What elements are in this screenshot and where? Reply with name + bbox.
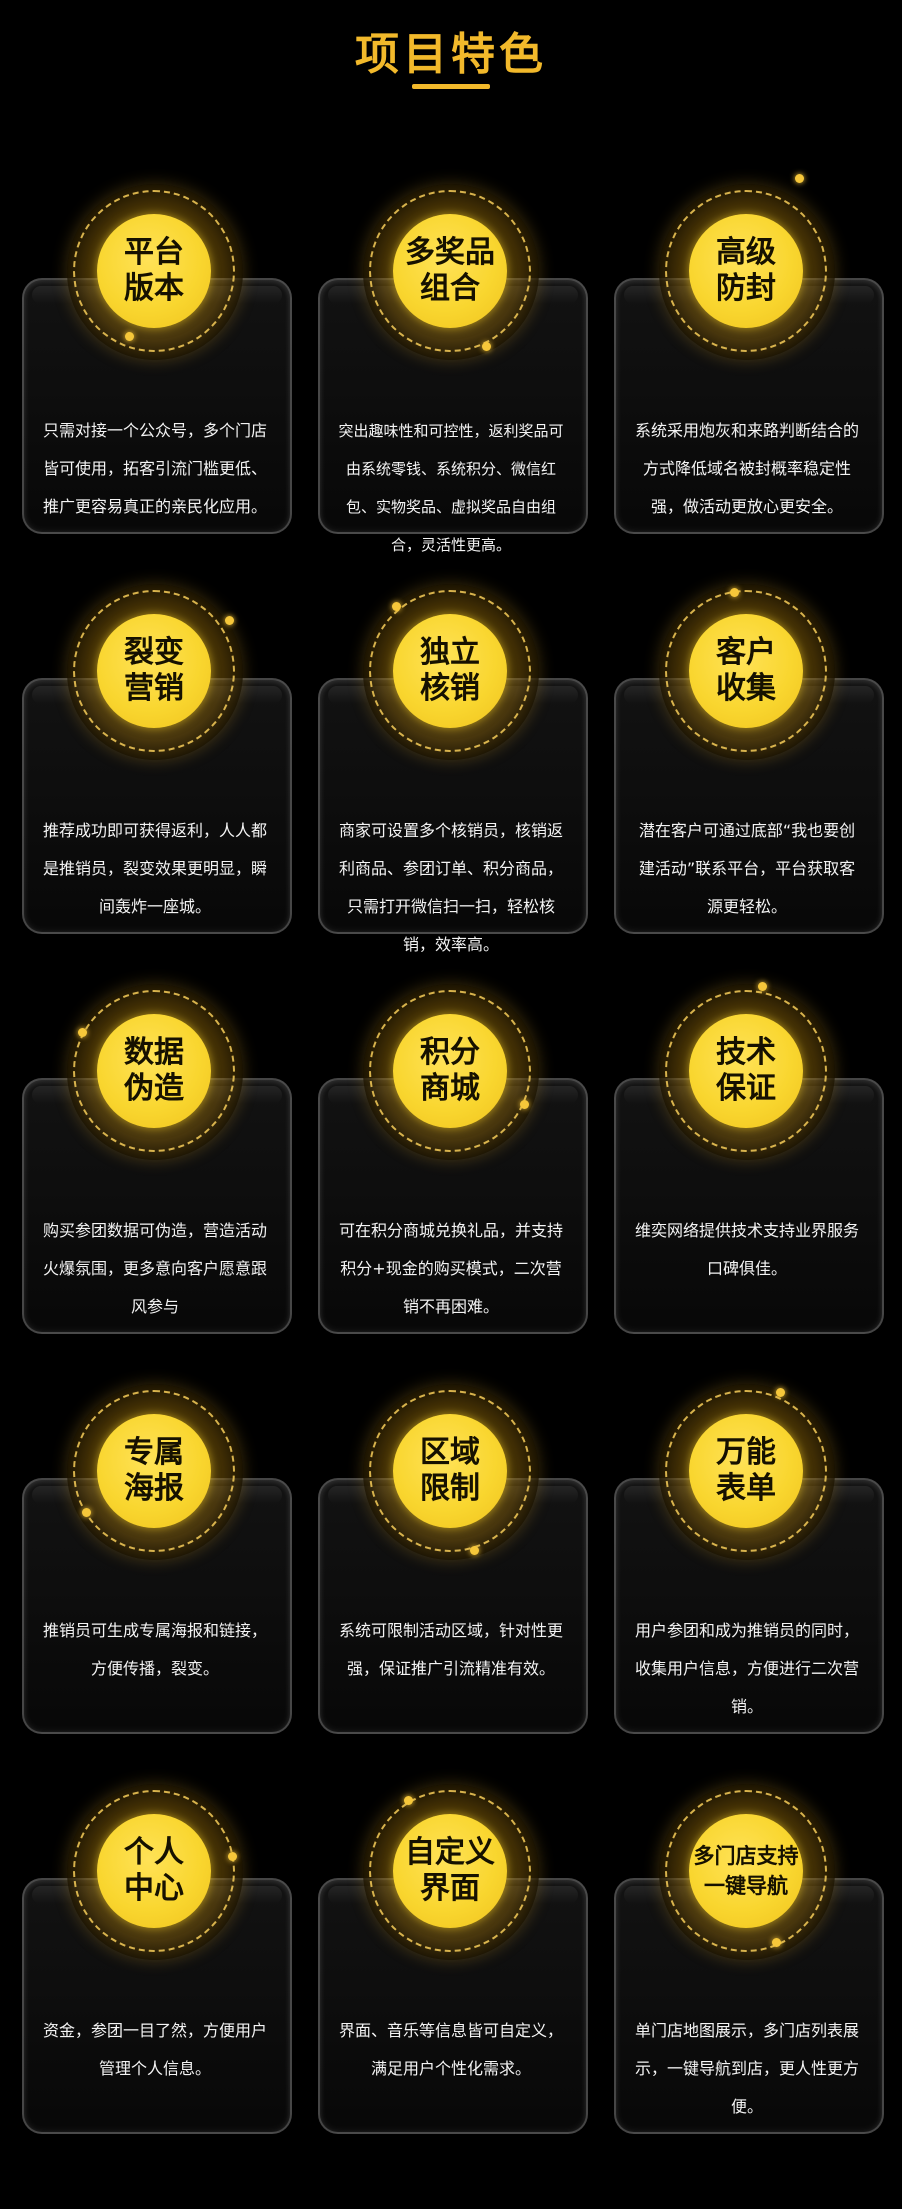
feature-title: 专属 海报 — [124, 1435, 184, 1506]
feature-title: 个人 中心 — [124, 1835, 184, 1906]
feature-badge: 区域 限制 — [393, 1414, 507, 1528]
glow-dot — [470, 1546, 479, 1555]
glow-dot — [404, 1796, 413, 1805]
feature-card-customer-collection: 客户 收集 潜在客户可通过底部“我也要创建活动”联系平台，平台获取客源更轻松。 — [612, 560, 884, 960]
badge-ring — [73, 590, 235, 752]
feature-badge: 裂变 营销 — [97, 614, 211, 728]
badge-ring — [73, 990, 235, 1152]
badge-ring — [665, 990, 827, 1152]
feature-badge: 平台 版本 — [97, 214, 211, 328]
feature-description: 突出趣味性和可控性，返利奖品可由系统零钱、系统积分、微信红包、实物奖品、虚拟奖品… — [338, 422, 564, 554]
feature-description: 系统采用炮灰和来路判断结合的方式降低域名被封概率稳定性强，做活动更放心更安全。 — [634, 421, 859, 516]
feature-description: 可在积分商城兑换礼品，并支持积分+现金的购买模式，二次营销不再困难。 — [338, 1221, 563, 1316]
feature-card-points-mall: 积分 商城 可在积分商城兑换礼品，并支持积分+现金的购买模式，二次营销不再困难。 — [316, 960, 588, 1360]
badge-ring — [73, 1390, 235, 1552]
feature-title: 多奖品 组合 — [405, 235, 495, 306]
feature-badge: 客户 收集 — [689, 614, 803, 728]
glow-dot — [228, 1852, 237, 1861]
title-underline — [412, 84, 490, 89]
feature-title: 平台 版本 — [124, 235, 184, 306]
feature-description: 购买参团数据可伪造，营造活动火爆氛围，更多意向客户愿意跟风参与 — [42, 1221, 267, 1316]
feature-description: 推荐成功即可获得返利，人人都是推销员，裂变效果更明显，瞬间轰炸一座城。 — [42, 821, 267, 916]
badge-ring — [665, 1390, 827, 1552]
feature-badge: 个人 中心 — [97, 1814, 211, 1928]
glow-dot — [82, 1508, 91, 1517]
page-title: 项目特色 — [355, 29, 547, 80]
glow-dot — [730, 588, 739, 597]
feature-badge: 自定义 界面 — [393, 1814, 507, 1928]
feature-badge: 数据 伪造 — [97, 1014, 211, 1128]
glow-dot — [78, 1028, 87, 1037]
feature-badge: 独立 核销 — [393, 614, 507, 728]
badge-ring — [73, 1790, 235, 1952]
badge-ring — [369, 990, 531, 1152]
feature-badge: 多奖品 组合 — [393, 214, 507, 328]
feature-description: 维奕网络提供技术支持业界服务口碑俱佳。 — [634, 1221, 859, 1278]
glow-dot — [392, 602, 401, 611]
feature-title: 独立 核销 — [420, 635, 480, 706]
glow-dot — [772, 1938, 781, 1947]
feature-card-viral-marketing: 裂变 营销 推荐成功即可获得返利，人人都是推销员，裂变效果更明显，瞬间轰炸一座城… — [20, 560, 292, 960]
glow-dot — [125, 332, 134, 341]
glow-dot — [520, 1100, 529, 1109]
feature-card-independent-verification: 独立 核销 商家可设置多个核销员，核销返利商品、参团订单、积分商品，只需打开微信… — [316, 560, 588, 960]
feature-card-data-fabrication: 数据 伪造 购买参团数据可伪造，营造活动火爆氛围，更多意向客户愿意跟风参与 — [20, 960, 292, 1360]
badge-ring — [369, 1790, 531, 1952]
badge-ring — [665, 590, 827, 752]
feature-badge: 专属 海报 — [97, 1414, 211, 1528]
feature-description: 单门店地图展示，多门店列表展示，一键导航到店，更人性更方便。 — [634, 2021, 859, 2116]
feature-title: 万能 表单 — [716, 1435, 776, 1506]
feature-badge: 高级 防封 — [689, 214, 803, 328]
feature-badge: 技术 保证 — [689, 1014, 803, 1128]
feature-card-anti-block: 高级 防封 系统采用炮灰和来路判断结合的方式降低域名被封概率稳定性强，做活动更放… — [612, 160, 884, 560]
feature-card-platform-version: 平台 版本 只需对接一个公众号，多个门店皆可使用，拓客引流门槛更低、推广更容易真… — [20, 160, 292, 560]
feature-title: 区域 限制 — [420, 1435, 480, 1506]
badge-ring — [369, 190, 531, 352]
feature-badge: 万能 表单 — [689, 1414, 803, 1528]
feature-card-exclusive-poster: 专属 海报 推销员可生成专属海报和链接，方便传播，裂变。 — [20, 1360, 292, 1760]
feature-card-region-limit: 区域 限制 系统可限制活动区域，针对性更强，保证推广引流精准有效。 — [316, 1360, 588, 1760]
feature-card-universal-form: 万能 表单 用户参团和成为推销员的同时，收集用户信息，方便进行二次营销。 — [612, 1360, 884, 1760]
badge-ring — [665, 190, 827, 352]
feature-title: 积分 商城 — [420, 1035, 480, 1106]
glow-dot — [482, 342, 491, 351]
feature-card-multi-store: 多门店支持 一键导航 单门店地图展示，多门店列表展示，一键导航到店，更人性更方便… — [612, 1760, 884, 2160]
feature-description: 资金，参团一目了然，方便用户管理个人信息。 — [42, 2021, 267, 2078]
feature-title: 裂变 营销 — [124, 635, 184, 706]
feature-title: 客户 收集 — [716, 635, 776, 706]
feature-description: 界面、音乐等信息皆可自定义，满足用户个性化需求。 — [338, 2021, 563, 2078]
badge-ring — [665, 1790, 827, 1952]
feature-title: 自定义 界面 — [405, 1835, 495, 1906]
feature-badge: 积分 商城 — [393, 1014, 507, 1128]
feature-grid: 平台 版本 只需对接一个公众号，多个门店皆可使用，拓客引流门槛更低、推广更容易真… — [20, 160, 884, 2160]
feature-description: 只需对接一个公众号，多个门店皆可使用，拓客引流门槛更低、推广更容易真正的亲民化应… — [42, 421, 267, 516]
badge-ring — [369, 590, 531, 752]
feature-card-custom-interface: 自定义 界面 界面、音乐等信息皆可自定义，满足用户个性化需求。 — [316, 1760, 588, 2160]
badge-ring — [369, 1390, 531, 1552]
feature-description: 推销员可生成专属海报和链接，方便传播，裂变。 — [42, 1621, 267, 1678]
feature-badge: 多门店支持 一键导航 — [689, 1814, 803, 1928]
feature-card-tech-guarantee: 技术 保证 维奕网络提供技术支持业界服务口碑俱佳。 — [612, 960, 884, 1360]
glow-dot — [795, 174, 804, 183]
page-header: 项目特色 — [0, 0, 902, 100]
feature-card-multi-prize: 多奖品 组合 突出趣味性和可控性，返利奖品可由系统零钱、系统积分、微信红包、实物… — [316, 160, 588, 560]
badge-ring — [73, 190, 235, 352]
glow-dot — [225, 616, 234, 625]
feature-description: 用户参团和成为推销员的同时，收集用户信息，方便进行二次营销。 — [634, 1621, 859, 1716]
feature-description: 潜在客户可通过底部“我也要创建活动”联系平台，平台获取客源更轻松。 — [638, 821, 856, 916]
feature-title: 多门店支持 一键导航 — [693, 1844, 799, 1898]
glow-dot — [758, 982, 767, 991]
glow-dot — [776, 1388, 785, 1397]
feature-title: 数据 伪造 — [124, 1035, 184, 1106]
feature-title: 技术 保证 — [716, 1035, 776, 1106]
feature-title: 高级 防封 — [716, 235, 776, 306]
feature-description: 系统可限制活动区域，针对性更强，保证推广引流精准有效。 — [338, 1621, 563, 1678]
feature-card-personal-center: 个人 中心 资金，参团一目了然，方便用户管理个人信息。 — [20, 1760, 292, 2160]
feature-description: 商家可设置多个核销员，核销返利商品、参团订单、积分商品，只需打开微信扫一扫，轻松… — [338, 821, 563, 954]
